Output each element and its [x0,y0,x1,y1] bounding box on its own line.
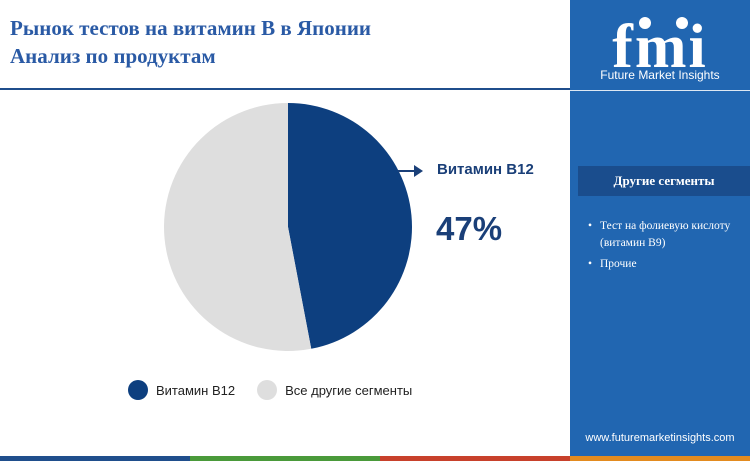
legend-item-others: Все другие сегменты [257,380,412,400]
callout-value: 47% [436,210,503,247]
pie-slice-1 [288,103,412,349]
bottom-bar-3 [380,456,570,461]
legend-label: Витамин B12 [156,382,236,398]
legend-item-b12: Витамин B12 [128,380,235,400]
segments-title: Другие сегменты [578,166,750,196]
legend-label: Все другие сегменты [285,382,413,398]
segment-item: Тест на фолиевую кислоту (витамин B9) [588,218,740,252]
pie-slice-2 [163,103,312,351]
pie-chart [163,103,412,351]
title-line-1: Рынок тестов на витамин B в Японии [10,16,372,40]
callout-label: Витамин B12 [437,161,534,178]
title-divider [0,88,570,90]
segment-item: Прочие [588,256,740,273]
bottom-bar-1 [0,456,190,461]
fmi-logo-icon: fmi [612,13,708,81]
page-title: Рынок тестов на витамин B в Японии Анали… [10,14,550,70]
bottom-bar-2 [190,456,380,461]
logo-divider [570,90,750,91]
bottom-bar-4 [570,456,750,461]
callout-arrow-icon [398,165,423,177]
chart-legend: Витамин B12 Все другие сегменты [128,380,434,400]
website-link[interactable]: www.futuremarketinsights.com [585,432,735,444]
svg-text:fmi: fmi [612,13,708,81]
legend-swatch [128,380,148,400]
sidebar: fmi Future Market Insights Другие сегмен… [570,0,750,461]
legend-swatch [257,380,278,400]
title-line-2: Анализ по продуктам [10,44,216,68]
segments-list: Тест на фолиевую кислоту (витамин B9) Пр… [588,218,740,277]
brand-name: Future Market Insights [600,68,720,82]
